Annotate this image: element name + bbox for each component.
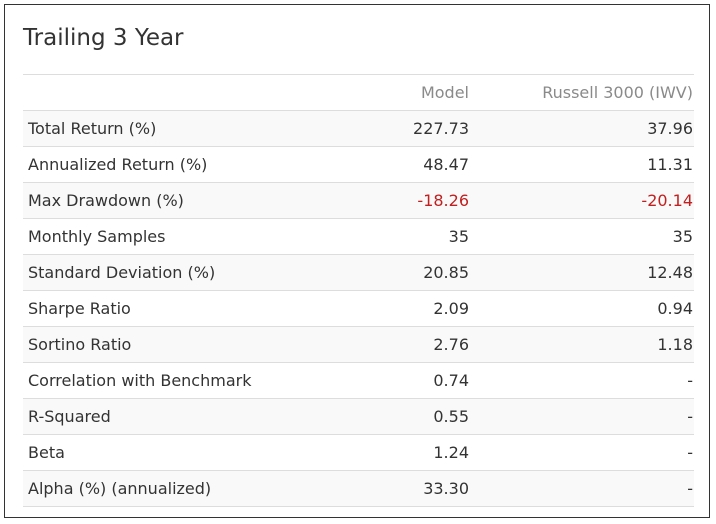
table-row: R-Squared 0.55 -: [23, 398, 694, 435]
row-label: Sharpe Ratio: [28, 299, 131, 318]
header-model: Model: [420, 83, 469, 102]
row-label: Sortino Ratio: [28, 335, 132, 354]
table-row: Alpha (%) (annualized) 33.30 -: [23, 470, 694, 507]
row-model-value: 1.24: [433, 443, 469, 462]
row-benchmark-value: 11.31: [647, 155, 693, 174]
row-model-value: 0.55: [433, 407, 469, 426]
row-benchmark-value: 35: [672, 227, 693, 246]
header-label: [23, 75, 328, 111]
row-benchmark-value: 12.48: [647, 263, 693, 282]
trailing-stats-panel: Trailing 3 Year Model Russell 3000 (IWV)…: [4, 4, 710, 518]
row-benchmark-value: 37.96: [647, 119, 693, 138]
row-model-value: 33.30: [423, 479, 469, 498]
table-row: Total Return (%) 227.73 37.96: [23, 110, 694, 147]
table-row: Monthly Samples 35 35: [23, 218, 694, 255]
row-label: Monthly Samples: [28, 227, 166, 246]
stats-table: Model Russell 3000 (IWV) Total Return (%…: [23, 74, 694, 507]
row-benchmark-value: -: [687, 371, 693, 390]
header-benchmark: Russell 3000 (IWV): [542, 83, 693, 102]
row-model-value: 2.09: [433, 299, 469, 318]
row-model-value: 0.74: [433, 371, 469, 390]
row-label: Standard Deviation (%): [28, 263, 216, 282]
table-row: Max Drawdown (%) -18.26 -20.14: [23, 182, 694, 219]
table-body: Total Return (%) 227.73 37.96 Annualized…: [23, 110, 694, 507]
row-model-value: 2.76: [433, 335, 469, 354]
row-label: Annualized Return (%): [28, 155, 208, 174]
row-benchmark-value: -20.14: [641, 191, 693, 210]
row-benchmark-value: 0.94: [657, 299, 693, 318]
row-benchmark-value: -: [687, 479, 693, 498]
row-benchmark-value: -: [687, 407, 693, 426]
row-model-value: 227.73: [413, 119, 469, 138]
row-label: Beta: [28, 443, 65, 462]
row-model-value: 35: [448, 227, 469, 246]
row-label: Alpha (%) (annualized): [28, 479, 212, 498]
table-row: Sharpe Ratio 2.09 0.94: [23, 290, 694, 327]
table-row: Annualized Return (%) 48.47 11.31: [23, 146, 694, 183]
row-label: R-Squared: [28, 407, 111, 426]
row-benchmark-value: 1.18: [657, 335, 693, 354]
row-model-value: 48.47: [423, 155, 469, 174]
header-row: Model Russell 3000 (IWV): [23, 74, 694, 111]
row-label: Total Return (%): [28, 119, 157, 138]
row-label: Correlation with Benchmark: [28, 371, 252, 390]
row-label: Max Drawdown (%): [28, 191, 184, 210]
row-model-value: -18.26: [417, 191, 469, 210]
panel-title: Trailing 3 Year: [23, 25, 184, 51]
table-header: Model Russell 3000 (IWV): [23, 74, 694, 111]
table-row: Standard Deviation (%) 20.85 12.48: [23, 254, 694, 291]
table-row: Correlation with Benchmark 0.74 -: [23, 362, 694, 399]
table-row: Beta 1.24 -: [23, 434, 694, 471]
table-row: Sortino Ratio 2.76 1.18: [23, 326, 694, 363]
row-benchmark-value: -: [687, 443, 693, 462]
row-model-value: 20.85: [423, 263, 469, 282]
